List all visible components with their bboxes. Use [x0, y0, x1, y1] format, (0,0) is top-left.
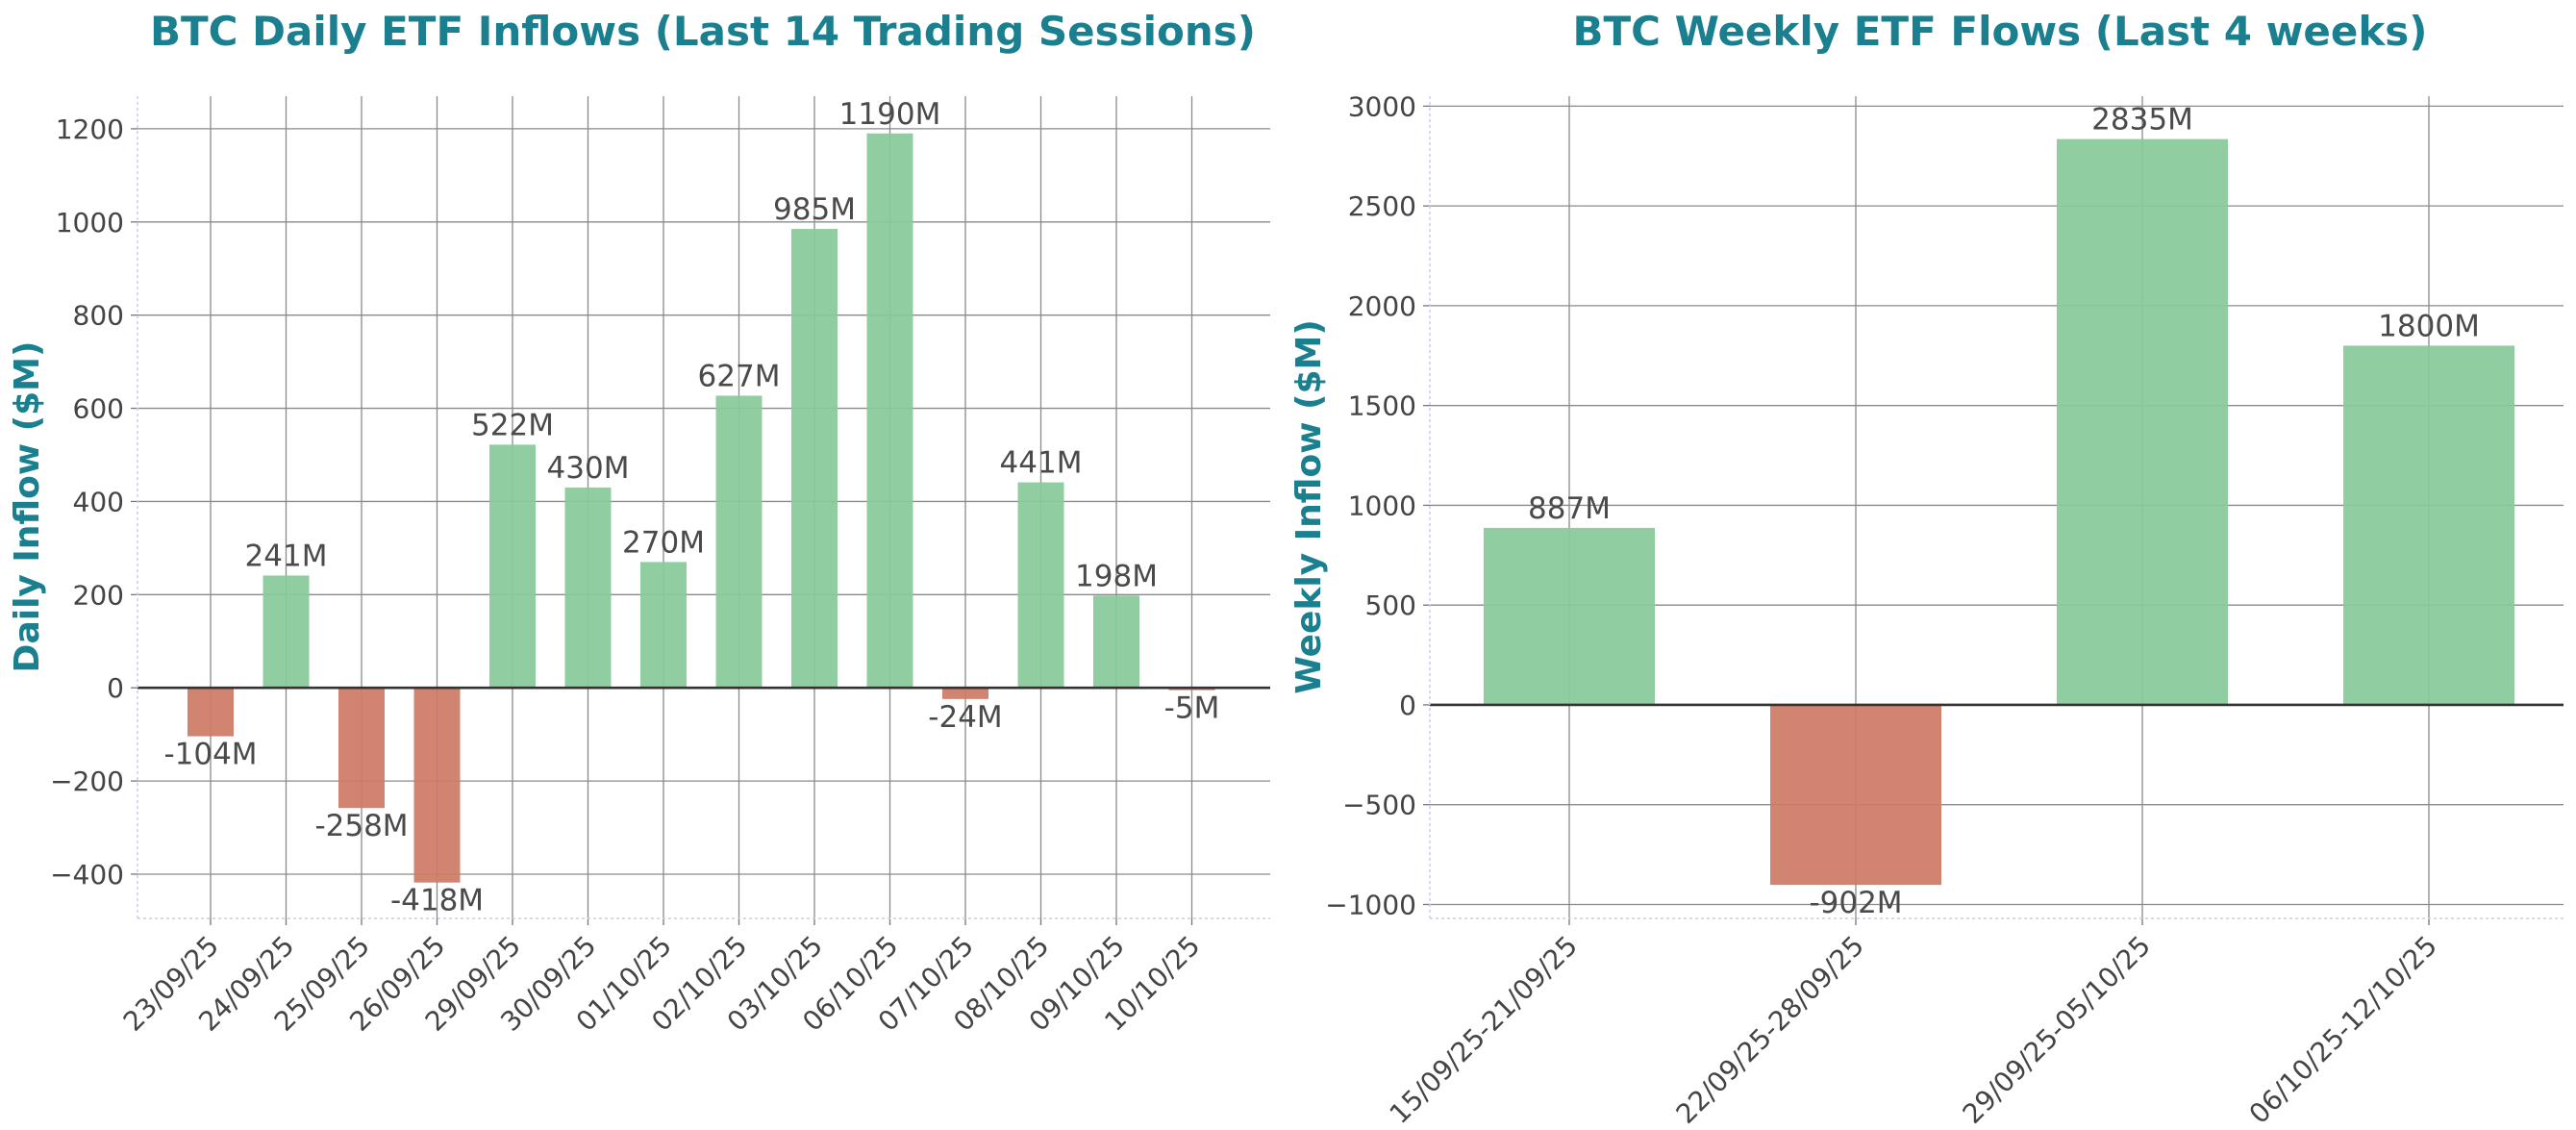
daily-data-label: -5M [1164, 691, 1220, 726]
weekly-xtick-label: 06/10/25-12/10/25 [2243, 930, 2443, 1130]
weekly-bar [2343, 345, 2514, 705]
weekly-ytick-label: 0 [1399, 690, 1416, 721]
daily-ytick-label: 0 [107, 672, 124, 704]
daily-bar [489, 444, 536, 689]
weekly-flows-chart: BTC Weekly ETF Flows (Last 4 weeks) Week… [1289, 8, 2563, 1130]
weekly-bar [1770, 704, 1941, 886]
weekly-bar [1484, 527, 1655, 705]
daily-data-label: 241M [245, 539, 328, 573]
daily-data-label: 627M [698, 359, 781, 393]
daily-data-label: -24M [928, 700, 1002, 735]
daily-grid [138, 96, 1270, 918]
weekly-bar [2057, 138, 2228, 705]
weekly-ytick-label: 3000 [1348, 90, 1416, 122]
weekly-xtick-label: 29/09/25-05/10/25 [1957, 930, 2157, 1130]
daily-bar [263, 575, 310, 689]
daily-ytick-label: 800 [73, 300, 124, 332]
daily-bars [138, 133, 1270, 883]
daily-data-label: 430M [547, 451, 630, 486]
daily-ytick-label: 1200 [56, 113, 124, 145]
daily-ytick-label: 200 [73, 579, 124, 611]
daily-data-labels: -104M 241M -258M -418M 522M 430M 270M 627M 985M 1… [163, 97, 1219, 918]
weekly-y-axis-label: Weekly Inflow ($M) [1289, 319, 1329, 694]
daily-bar [866, 133, 913, 689]
daily-data-label: 985M [773, 192, 856, 227]
weekly-ytick-label: 1000 [1348, 490, 1416, 521]
daily-data-label: 1190M [839, 97, 941, 132]
daily-bar [1093, 595, 1139, 689]
daily-bar [640, 562, 687, 689]
daily-ytick-label: 1000 [56, 207, 124, 239]
weekly-bars [1430, 138, 2563, 886]
weekly-ytick-label: 500 [1365, 590, 1416, 621]
weekly-ytick-label: 1500 [1348, 390, 1416, 422]
daily-data-label: -418M [390, 884, 484, 918]
daily-data-label: -258M [314, 809, 408, 843]
daily-bar [564, 487, 612, 689]
daily-data-label: 522M [471, 408, 554, 442]
weekly-data-labels: 887M -902M 2835M 1800M [1528, 103, 2480, 921]
weekly-chart-title: BTC Weekly ETF Flows (Last 4 weeks) [1573, 8, 2428, 55]
weekly-xtick-label: 15/09/25-21/09/25 [1384, 930, 1584, 1130]
weekly-data-label: 887M [1528, 491, 1611, 526]
daily-bar [338, 688, 385, 809]
weekly-xtick-label: 22/09/25-28/09/25 [1670, 930, 1870, 1130]
daily-bar [715, 395, 763, 689]
daily-bar [942, 688, 988, 699]
daily-data-label: 441M [1000, 446, 1083, 481]
daily-ytick-label: −400 [50, 859, 124, 891]
weekly-data-label: -902M [1809, 886, 1902, 920]
daily-data-label: 270M [622, 525, 705, 560]
daily-bar [413, 688, 461, 883]
weekly-data-label: 1800M [2378, 309, 2480, 343]
daily-bar [791, 229, 838, 689]
daily-bar [1017, 482, 1064, 689]
daily-y-axis-label: Daily Inflow ($M) [8, 341, 47, 673]
weekly-data-label: 2835M [2091, 103, 2193, 138]
daily-data-label: 198M [1075, 559, 1158, 593]
weekly-ytick-label: −1000 [1325, 889, 1416, 920]
daily-bar [188, 688, 234, 737]
weekly-ytick-label: −500 [1342, 790, 1416, 821]
daily-ytick-label: −200 [50, 766, 124, 797]
daily-data-label: -104M [163, 738, 257, 772]
daily-ytick-label: 600 [73, 393, 124, 425]
weekly-ytick-label: 2000 [1348, 290, 1416, 322]
daily-inflows-chart: BTC Daily ETF Inflows (Last 14 Trading S… [8, 8, 1270, 1038]
weekly-ytick-label: 2500 [1348, 190, 1416, 222]
daily-ytick-label: 400 [73, 486, 124, 517]
daily-chart-title: BTC Daily ETF Inflows (Last 14 Trading S… [150, 8, 1256, 55]
